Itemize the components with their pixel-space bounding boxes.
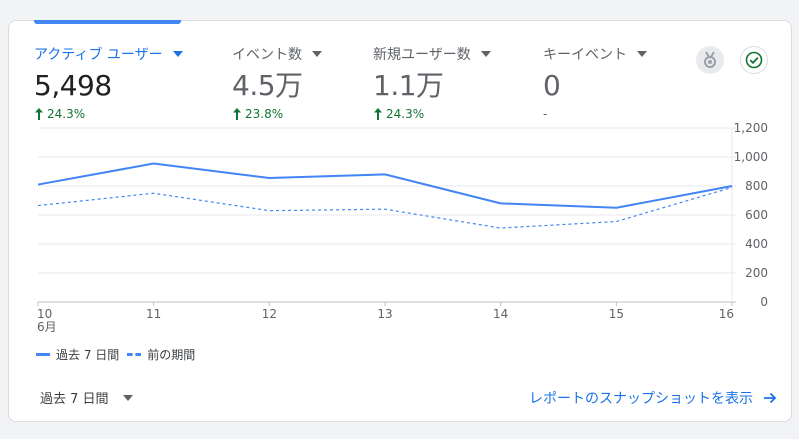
y-tick-label: 1,000	[734, 150, 768, 164]
series-line-previous	[37, 186, 733, 229]
metric-active-users[interactable]: アクティブ ユーザー 5,498 24.3%	[34, 44, 183, 122]
arrow-up-icon	[374, 108, 382, 120]
metric-label: アクティブ ユーザー	[34, 47, 163, 63]
legend-label: 前の期間	[147, 348, 196, 362]
caret-down-icon	[172, 51, 183, 57]
caret-down-icon	[122, 394, 133, 401]
metric-change: -	[543, 106, 647, 122]
y-tick-label: 800	[745, 179, 768, 193]
date-range-label: 過去 7 日間	[40, 392, 109, 407]
metric-value: 1.1万	[373, 69, 444, 102]
metric-new-users[interactable]: 新規ユーザー数 1.1万 24.3%	[373, 44, 491, 122]
view-snapshot-link[interactable]: レポートのスナップショットを表示	[529, 388, 777, 408]
legend-label: 過去 7 日間	[56, 348, 120, 362]
legend-dashed-swatch	[127, 353, 142, 356]
x-tick-label: 16	[719, 307, 734, 321]
legend-solid-swatch	[36, 353, 50, 356]
x-tick-label: 12	[262, 307, 277, 321]
metric-label: イベント数	[232, 47, 302, 63]
caret-down-icon	[637, 51, 647, 57]
metric-change-value: 24.3%	[386, 107, 425, 121]
snapshot-link-label: レポートのスナップショットを表示	[529, 391, 753, 407]
y-tick-label: 0	[760, 295, 768, 309]
legend-item-previous: 前の期間	[127, 346, 195, 363]
arrow-right-icon	[764, 392, 777, 404]
y-tick-label: 200	[745, 266, 768, 280]
metric-change: 24.3%	[373, 106, 491, 122]
arrow-up-icon	[35, 108, 43, 120]
metric-change-value: 24.3%	[47, 107, 86, 121]
metric-label-row[interactable]: 新規ユーザー数	[373, 44, 491, 64]
award-ribbon-icon	[704, 51, 716, 68]
x-tick-label: 15	[609, 307, 624, 321]
x-tick-label: 10	[37, 307, 52, 321]
y-tick-label: 400	[745, 237, 768, 251]
metric-label-row[interactable]: キーイベント	[543, 44, 647, 64]
chart-legend: 過去 7 日間 前の期間	[36, 346, 195, 363]
x-tick-sublabel: 6月	[37, 320, 57, 334]
date-range-dropdown[interactable]: 過去 7 日間	[40, 388, 133, 407]
metric-change: 23.8%	[232, 106, 322, 122]
metric-key-events[interactable]: キーイベント 0 -	[543, 44, 647, 122]
chart-grid	[37, 127, 736, 306]
metric-label: 新規ユーザー数	[373, 47, 471, 63]
metric-value: 4.5万	[232, 69, 303, 102]
legend-item-current: 過去 7 日間	[36, 346, 119, 363]
y-tick-label: 600	[745, 208, 768, 222]
metric-value: 5,498	[34, 69, 112, 102]
arrow-up-icon	[233, 108, 241, 120]
metric-change-value: -	[543, 107, 548, 121]
series-line-current	[37, 162, 733, 209]
x-tick-label: 14	[493, 307, 508, 321]
active-tab-indicator	[34, 20, 181, 24]
caret-down-icon	[312, 51, 322, 57]
metric-label-row[interactable]: アクティブ ユーザー	[34, 44, 183, 64]
y-axis-labels: 0 200 400 600 800 1,000 1,200	[734, 121, 768, 309]
check-circle-icon	[745, 51, 763, 69]
x-tick-label: 13	[377, 307, 392, 321]
caret-down-icon	[480, 51, 491, 57]
status-button[interactable]	[740, 46, 768, 74]
metric-change: 24.3%	[34, 106, 183, 122]
x-tick-label: 11	[146, 307, 161, 321]
metric-label-row[interactable]: イベント数	[232, 44, 322, 64]
metric-event-count[interactable]: イベント数 4.5万 23.8%	[232, 44, 322, 122]
metric-change-value: 23.8%	[245, 107, 284, 121]
metric-label: キーイベント	[543, 47, 627, 63]
y-tick-label: 1,200	[734, 121, 768, 135]
chart-series	[37, 162, 733, 229]
metric-value: 0	[543, 69, 561, 102]
insights-button[interactable]	[696, 46, 724, 74]
